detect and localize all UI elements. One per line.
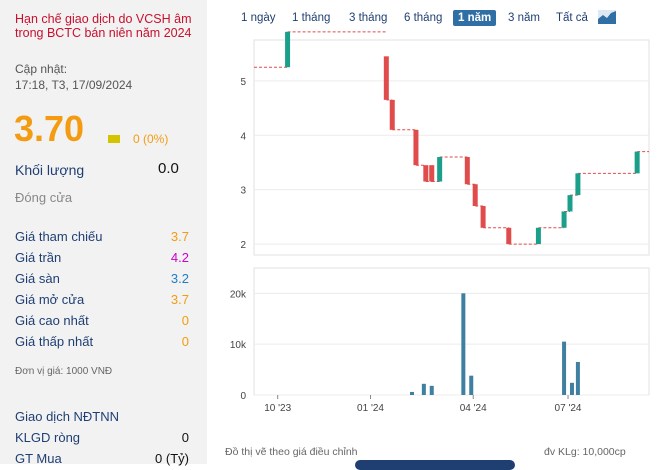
stat-label: Giá mở cửa xyxy=(15,292,85,307)
volume-bar xyxy=(429,385,434,395)
tab-1-month[interactable]: 1 tháng xyxy=(292,12,331,24)
update-time: 17:18, T3, 17/09/2024 xyxy=(15,78,133,92)
candles xyxy=(285,31,640,245)
foreign-trading-header: Giao dịch NĐTNN xyxy=(15,409,189,424)
close-label: Đóng cửa xyxy=(15,190,73,205)
current-price: 3.70 xyxy=(14,108,85,149)
volume-panel-frame xyxy=(253,267,650,396)
price-unit-note: Đơn vị giá: 1000 VNĐ xyxy=(15,366,113,377)
area-chart-icon[interactable] xyxy=(598,10,616,24)
axis-labels: 2 3 4 5 0 10k 20k 10 '23 01 '24 04 '24 07 '24 xyxy=(230,77,582,414)
stat-label: Giá tham chiếu xyxy=(15,229,103,244)
tab-6-months[interactable]: 6 tháng xyxy=(404,12,443,24)
volume-bar xyxy=(562,341,567,395)
candle xyxy=(389,99,395,130)
stat-label: Giá cao nhất xyxy=(15,313,89,328)
foreign-net-volume: KLGD ròng 0 xyxy=(15,430,189,445)
price-tick-label: 3 xyxy=(240,186,246,197)
stat-label: Giá sàn xyxy=(15,271,60,286)
candle xyxy=(437,157,443,182)
volume-value: 0.0 xyxy=(158,160,179,177)
volume-unit-note: đv KLg: 10,000cp xyxy=(544,446,626,458)
stat-row-high: Giá cao nhất 0 xyxy=(15,313,189,328)
stat-row-low: Giá thấp nhất 0 xyxy=(15,334,189,349)
stat-value: 3.7 xyxy=(170,229,189,244)
x-tick-label: 07 '24 xyxy=(555,403,582,414)
price-tick-label: 5 xyxy=(240,77,246,88)
x-tick-label: 01 '24 xyxy=(357,403,384,414)
unchanged-icon xyxy=(108,135,120,143)
tab-1-year[interactable]: 1 năm xyxy=(453,10,497,26)
stat-row-floor: Giá sàn 3.2 xyxy=(15,271,189,286)
x-tick-label: 04 '24 xyxy=(460,403,487,414)
foreign-buy-value: GT Mua 0 (Tỷ) xyxy=(15,451,189,466)
candle xyxy=(383,56,389,100)
foreign-label: GT Mua xyxy=(15,451,62,466)
stat-value: 3.2 xyxy=(170,271,189,286)
chart-footnote: Đồ thị vẽ theo giá điều chỉnh xyxy=(225,446,358,458)
candle xyxy=(506,227,512,245)
foreign-label: KLGD ròng xyxy=(15,430,81,445)
stat-value: 3.7 xyxy=(170,292,189,307)
price-panel-frame xyxy=(253,39,650,256)
tab-all[interactable]: Tất cả xyxy=(556,12,588,24)
candle xyxy=(429,165,435,182)
stat-value: 4.2 xyxy=(170,250,189,265)
stat-row-ceiling: Giá trần 4.2 xyxy=(15,250,189,265)
candle xyxy=(561,211,567,228)
volume-bar xyxy=(410,391,414,395)
volume-tick-label: 20k xyxy=(230,289,247,300)
foreign-value: 0 xyxy=(181,430,189,445)
candle xyxy=(535,227,541,245)
candle xyxy=(423,165,429,182)
volume-tick-label: 0 xyxy=(240,391,246,402)
candle xyxy=(413,129,419,166)
x-tick-label: 10 '23 xyxy=(264,403,291,414)
foreign-value: 0 (Tỷ) xyxy=(155,451,189,466)
candle xyxy=(634,151,640,174)
tab-3-months[interactable]: 3 tháng xyxy=(349,12,388,24)
candle xyxy=(472,184,478,207)
stat-label: Giá thấp nhất xyxy=(15,334,94,349)
candle xyxy=(567,195,573,212)
volume-bars xyxy=(410,293,580,395)
volume-bar xyxy=(469,375,474,395)
price-tick-label: 2 xyxy=(240,240,246,251)
volume-bar xyxy=(421,383,426,395)
stat-row-reference: Giá tham chiếu 3.7 xyxy=(15,229,189,244)
volume-bar xyxy=(569,382,574,395)
stat-row-open: Giá mở cửa 3.7 xyxy=(15,292,189,307)
price-change: 0 (0%) xyxy=(133,132,169,146)
stat-label: Giá trần xyxy=(15,250,62,265)
stat-value: 0 xyxy=(181,313,189,328)
stock-info-panel: Hạn chế giao dịch do VCSH âm trong BCTC … xyxy=(0,0,207,466)
candle xyxy=(480,206,486,228)
grid-lines xyxy=(254,80,649,399)
volume-label: Khối lượng xyxy=(15,162,85,178)
tab-1-day[interactable]: 1 ngày xyxy=(241,12,276,24)
volume-bar xyxy=(575,361,580,395)
candle xyxy=(464,157,470,185)
volume-tick-label: 10k xyxy=(230,340,247,351)
volume-bar xyxy=(461,293,466,395)
reference-line xyxy=(254,31,649,245)
scroll-handle[interactable] xyxy=(355,460,515,470)
price-tick-label: 4 xyxy=(240,131,246,142)
candle xyxy=(575,173,581,196)
stat-value: 0 xyxy=(181,334,189,349)
tab-3-years[interactable]: 3 năm xyxy=(508,12,540,24)
trading-restriction-warning: Hạn chế giao dịch do VCSH âm trong BCTC … xyxy=(15,12,192,40)
candle xyxy=(285,31,291,68)
update-label: Cập nhật: xyxy=(15,62,68,76)
foreign-label: Giao dịch NĐTNN xyxy=(15,409,120,424)
